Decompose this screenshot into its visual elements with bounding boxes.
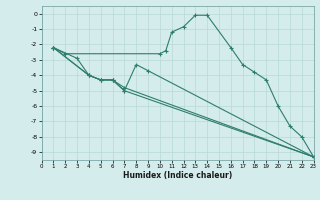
X-axis label: Humidex (Indice chaleur): Humidex (Indice chaleur)	[123, 171, 232, 180]
